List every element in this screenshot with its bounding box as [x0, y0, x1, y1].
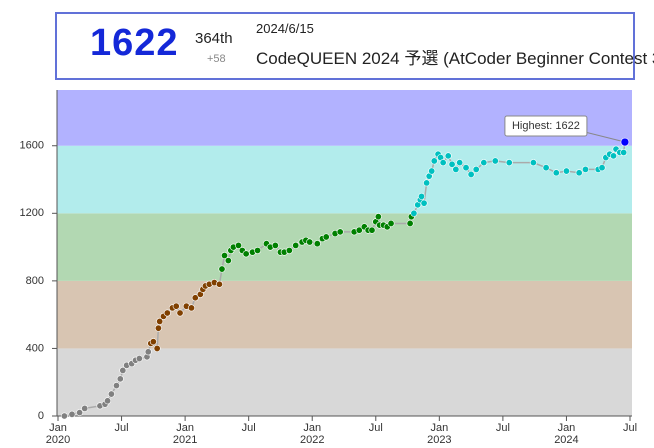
rating-point [119, 366, 127, 374]
rating-point [542, 164, 550, 172]
rating-point [234, 241, 242, 249]
contest-name: CodeQUEEN 2024 予選 (AtCoder Beginner Cont… [256, 49, 654, 68]
annotation-box [504, 115, 588, 137]
rating: 1622 [90, 22, 179, 64]
rating-point [505, 159, 513, 167]
rating-point [306, 238, 314, 246]
x-tick-label: Jul [241, 422, 256, 434]
rating-band [57, 280, 632, 349]
rating-point [176, 309, 184, 317]
rating-point [562, 167, 570, 175]
rating-point [104, 397, 112, 405]
y-tick-label: 800 [26, 275, 44, 287]
rating-point [242, 250, 250, 258]
rating-point [368, 226, 376, 234]
detail-panel: 1622 364th +58 2024/6/15 CodeQUEEN 2024 … [55, 12, 654, 80]
rating-point [336, 228, 344, 236]
rank: 364th [195, 30, 233, 47]
annotation-leader [584, 131, 626, 143]
y-tick-label: 400 [26, 342, 44, 354]
rating-point [428, 167, 436, 175]
rating-point [423, 179, 431, 187]
rating-point [406, 219, 414, 227]
rating-point [575, 169, 583, 177]
rating-point [144, 348, 152, 356]
rating-point [430, 157, 438, 165]
x-tick-label: Jan 2021 [172, 422, 198, 446]
rating-point [462, 164, 470, 172]
rating-point [439, 159, 447, 167]
x-tick-label: Jan 2024 [554, 422, 579, 446]
rating-point [156, 317, 164, 325]
annotation: Highest: 1622 [512, 120, 580, 132]
x-tick-label: Jan 2022 [299, 422, 325, 446]
rating-point [187, 304, 195, 312]
rating-point [355, 226, 363, 234]
rating-point [467, 170, 475, 178]
rating-point [480, 159, 488, 167]
rating-diff: +58 [207, 53, 226, 65]
rating-point [68, 410, 76, 418]
rating-point [420, 199, 428, 207]
rating-point [153, 344, 161, 352]
rating-band [57, 213, 632, 281]
x-tick-label: Jul [114, 422, 129, 434]
rating-point [444, 152, 452, 160]
rating-point [116, 375, 124, 383]
x-tick-label: Jan 2023 [427, 422, 452, 446]
rating-point [163, 309, 171, 317]
rating-point [218, 265, 226, 273]
rating-point [598, 164, 606, 172]
rating-point [456, 159, 464, 167]
rating-point [292, 241, 300, 249]
rating-point [529, 159, 537, 167]
rating-point [60, 412, 68, 420]
rating-point [313, 240, 321, 248]
rating-point [285, 246, 293, 254]
rating-point [191, 294, 199, 302]
y-tick-label: 0 [38, 410, 44, 422]
rating-point [172, 302, 180, 310]
rating-point [552, 169, 560, 177]
rating-point [271, 241, 279, 249]
rating-point [254, 246, 262, 254]
rating-point [154, 324, 162, 332]
y-tick-label: 1600 [20, 140, 44, 152]
x-tick-label: Jul [368, 422, 383, 434]
rating-point [472, 165, 480, 173]
rating-point [491, 157, 499, 165]
rating-band [57, 145, 632, 214]
rating-point [224, 257, 232, 265]
rating-point [582, 165, 590, 173]
rating-point [387, 219, 395, 227]
rating-point [374, 213, 382, 221]
rating-point [620, 148, 628, 156]
rating-point [149, 338, 157, 346]
rating-point [322, 233, 330, 241]
y-tick-label: 1200 [20, 207, 44, 219]
x-tick-label: Jan 2020 [45, 422, 71, 446]
rating-point [418, 192, 426, 200]
x-tick-label: Jul [622, 422, 638, 434]
rating-point [112, 382, 120, 390]
rating-band [57, 348, 632, 416]
rating-point [76, 409, 84, 417]
rating-point [215, 280, 223, 288]
rating-point [620, 137, 630, 147]
rating-point [448, 160, 456, 168]
rating-point [135, 355, 143, 363]
x-tick-label: Jul [495, 422, 510, 434]
rating-point [81, 404, 89, 412]
rating-point [609, 152, 617, 160]
contest-date: 2024/6/15 [256, 21, 314, 36]
rating-point [107, 390, 115, 398]
rating-point [452, 165, 460, 173]
rating-point [221, 252, 229, 260]
rating-point [410, 209, 418, 217]
